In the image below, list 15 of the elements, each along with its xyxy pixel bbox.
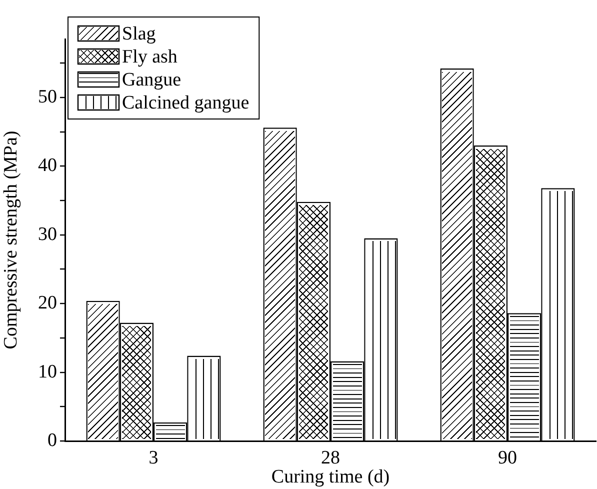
y-tick-label: 20 <box>38 292 57 314</box>
legend-label: Calcined gangue <box>122 92 250 114</box>
x-tick-label: 3 <box>148 447 158 468</box>
legend-label: Gangue <box>122 69 182 90</box>
y-tick-label: 30 <box>38 224 57 245</box>
legend-label: Slag <box>122 23 156 44</box>
x-axis-title: Curing time (d) <box>271 466 390 488</box>
x-tick-label: 90 <box>498 447 517 468</box>
y-tick-label: 50 <box>38 86 57 108</box>
x-tick-label: 28 <box>321 447 340 468</box>
y-tick-label: 40 <box>38 155 57 176</box>
legend-label: Fly ash <box>122 46 178 68</box>
y-tick-label: 10 <box>38 361 57 382</box>
y-tick-label: 0 <box>48 430 57 451</box>
y-axis-title: Compressive strength (MPa) <box>0 130 22 350</box>
